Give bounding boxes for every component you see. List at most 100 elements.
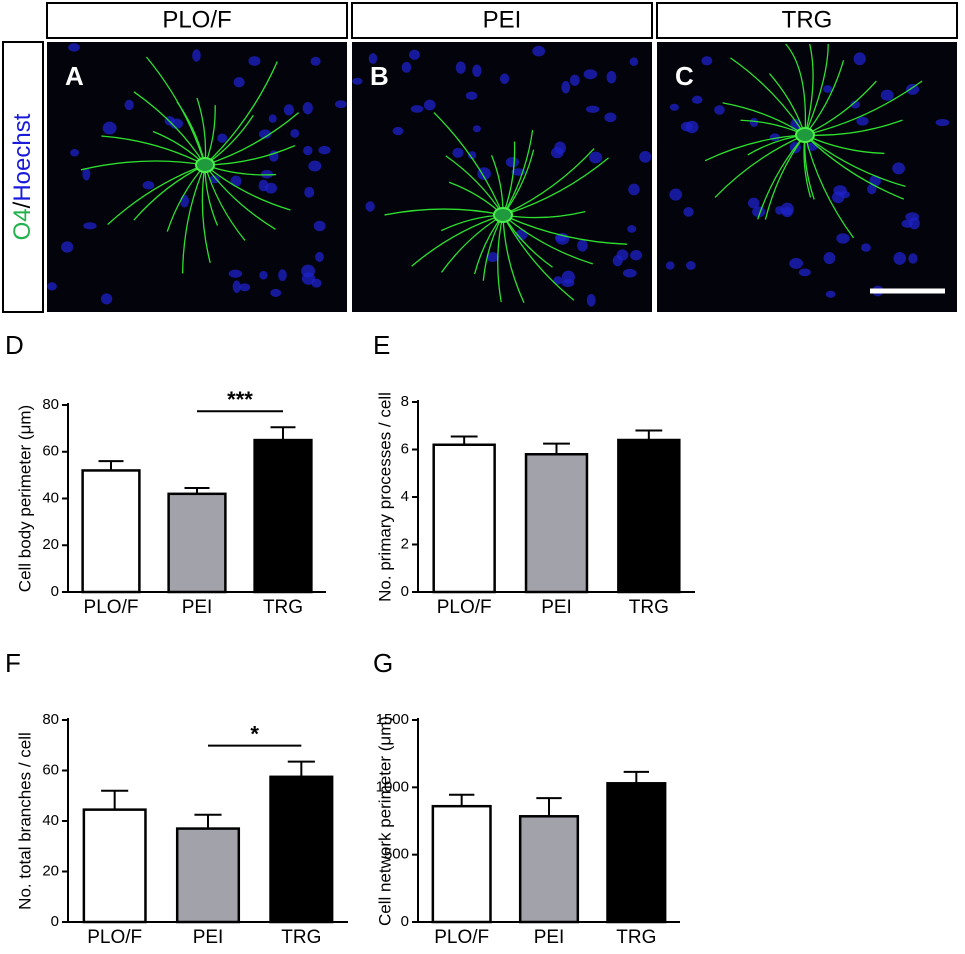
- x-tick-label: PEI: [182, 597, 213, 618]
- bar: [167, 492, 227, 594]
- process: [502, 214, 575, 301]
- nucleus: [83, 222, 97, 230]
- nucleus: [901, 219, 913, 228]
- y-tick-label: 0: [401, 583, 409, 600]
- process: [804, 43, 814, 136]
- process: [204, 61, 278, 166]
- header-box: [46, 2, 348, 39]
- process: [502, 157, 609, 216]
- nucleus: [365, 201, 375, 212]
- nucleus: [228, 269, 243, 278]
- x-tick-label: TRG: [281, 927, 321, 948]
- panel-label: C: [675, 61, 694, 91]
- nucleus: [630, 250, 643, 261]
- nucleus: [401, 61, 412, 73]
- x-tick-label: TRG: [263, 597, 303, 618]
- process: [502, 214, 525, 303]
- process: [704, 134, 806, 162]
- process: [384, 208, 504, 216]
- nucleus: [856, 116, 869, 126]
- nucleus: [270, 288, 282, 297]
- stain-label: O4/Hoechst: [9, 113, 36, 240]
- nucleus: [908, 253, 918, 264]
- nucleus: [278, 269, 287, 282]
- y-tick-label: 1500: [376, 711, 409, 728]
- nucleus: [798, 268, 811, 277]
- process: [785, 43, 807, 136]
- nucleus: [665, 261, 675, 270]
- x-tick-label: PEI: [193, 927, 224, 948]
- cell-body: [195, 157, 215, 173]
- process: [502, 148, 595, 216]
- x-tick-label: PEI: [534, 927, 565, 948]
- nucleus: [775, 205, 784, 215]
- nucleus: [628, 183, 640, 196]
- nucleus: [124, 99, 134, 111]
- y-tick-label: 0: [51, 583, 59, 600]
- process: [181, 164, 206, 274]
- nucleus: [701, 56, 713, 66]
- nucleus: [683, 207, 694, 217]
- nucleus: [248, 56, 261, 66]
- process: [502, 129, 534, 216]
- process: [502, 214, 627, 245]
- nucleus: [780, 202, 794, 216]
- nucleus: [553, 276, 563, 285]
- y-tick-label: 40: [42, 489, 59, 506]
- nucleus: [714, 105, 725, 115]
- process: [764, 134, 806, 220]
- nucleus: [789, 257, 804, 269]
- nucleus: [569, 74, 580, 86]
- nucleus: [554, 141, 566, 155]
- nucleus: [410, 105, 424, 113]
- x-tick-label: PLO/F: [434, 927, 489, 948]
- process: [804, 134, 906, 188]
- nucleus: [258, 129, 272, 139]
- nucleus: [264, 182, 278, 194]
- nucleus: [283, 104, 294, 116]
- nucleus: [452, 147, 464, 158]
- nucleus: [586, 105, 600, 113]
- nucleus: [505, 156, 520, 168]
- process: [804, 134, 905, 200]
- nucleus: [839, 190, 851, 199]
- y-tick-label: 20: [42, 862, 59, 879]
- process: [201, 164, 211, 263]
- y-tick-label: 0: [51, 913, 59, 930]
- y-tick-label: 2: [401, 535, 409, 552]
- process: [411, 214, 504, 267]
- y-tick-label: 4: [401, 488, 409, 505]
- x-tick-label: TRG: [616, 927, 656, 948]
- nucleus: [335, 100, 347, 109]
- panel-header: PLO/F: [162, 6, 231, 33]
- panel-label: E: [373, 330, 390, 360]
- y-axis-label: Cell network perimeter (μm): [375, 716, 394, 926]
- x-tick-label: TRG: [629, 597, 669, 618]
- x-tick-label: PLO/F: [84, 597, 139, 618]
- bar: [82, 808, 147, 924]
- nucleus: [747, 197, 760, 209]
- nucleus: [423, 99, 436, 111]
- nucleus: [455, 61, 466, 74]
- process: [433, 112, 504, 216]
- bar: [175, 827, 241, 924]
- nucleus: [318, 145, 331, 155]
- cell-body: [795, 127, 815, 143]
- panel-label: G: [373, 648, 393, 678]
- nucleus: [268, 114, 277, 123]
- nucleus: [867, 184, 877, 195]
- nucleus: [561, 278, 575, 288]
- nucleus: [906, 83, 920, 95]
- nucleus: [302, 101, 313, 115]
- nucleus: [604, 112, 617, 123]
- significance-label: ***: [227, 387, 253, 412]
- nucleus: [627, 225, 637, 233]
- process: [107, 164, 206, 225]
- nucleus: [313, 220, 326, 232]
- panel-label: D: [5, 330, 24, 360]
- cell-body: [493, 207, 513, 223]
- nucleus: [822, 85, 833, 93]
- process: [204, 164, 291, 211]
- micrograph: [47, 42, 347, 312]
